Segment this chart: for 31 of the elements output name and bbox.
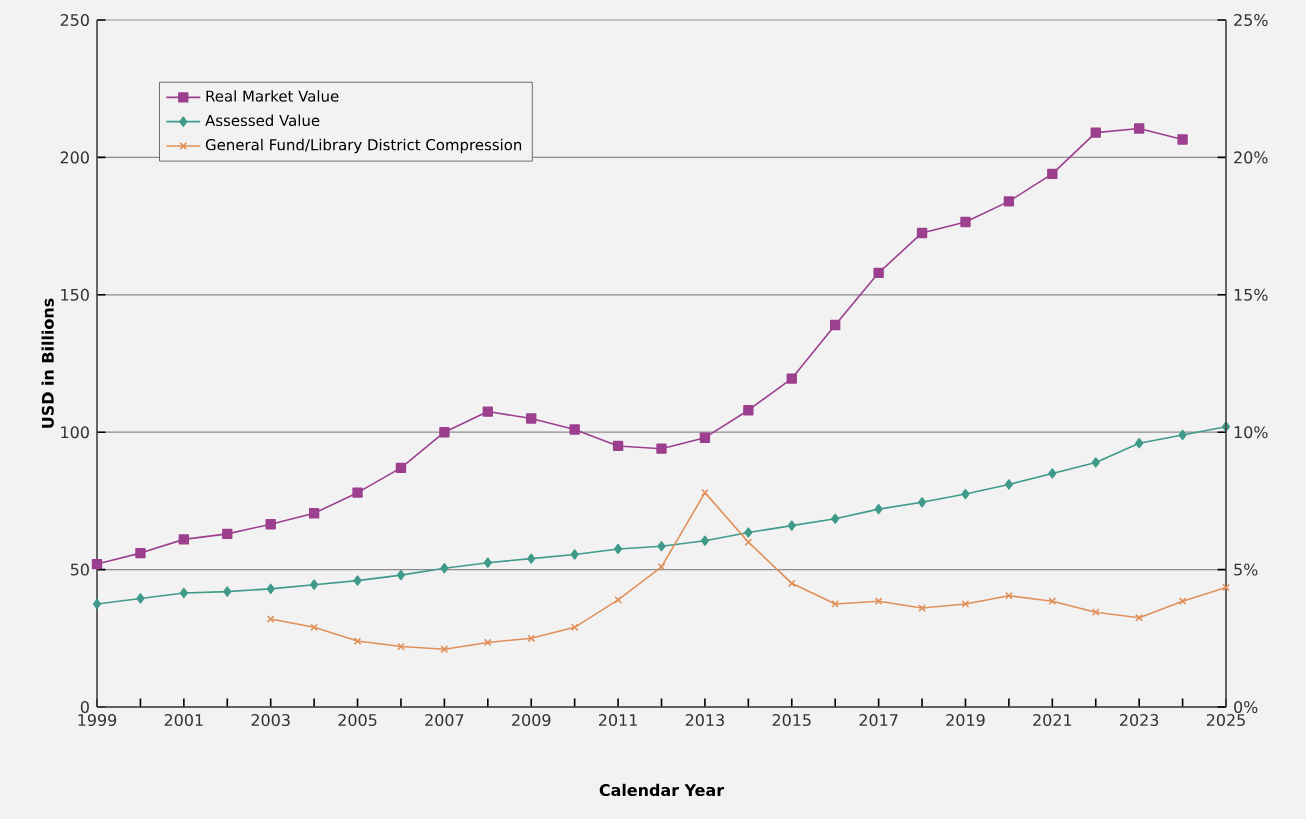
x-tick-label: 2001 [164,714,203,727]
x-tick-label: 2021 [1033,714,1072,727]
y2-tick-label: 5% [1234,563,1258,576]
x-tick-label: 2025 [1206,714,1245,727]
x-tick-label: 2023 [1120,714,1159,727]
y2-tick-label: 25% [1234,13,1268,27]
x-tick-label: 2009 [512,714,551,727]
y-tick-label: 100 [61,426,89,439]
x-tick-label: 2017 [859,714,898,727]
x-tick-label: 2011 [598,714,637,727]
y-tick-label: 0 [80,700,89,714]
y-tick-label: 50 [70,563,89,576]
x-tick-label: 2019 [946,714,985,727]
legend-label: General Fund/Library District Compression [205,138,522,154]
y-tick-label: 250 [60,13,89,27]
x-tick-label: 2007 [425,714,464,727]
x-tick-label: 1999 [78,714,117,727]
y2-tick-label: 20% [1234,151,1268,164]
x-tick-label: 2013 [685,714,724,727]
x-tick-label: 2003 [251,714,290,727]
x-axis-title: Calendar Year [599,783,725,797]
x-tick-label: 2015 [772,714,811,727]
x-tick-label: 2005 [338,714,377,727]
legend-label: Assessed Value [205,114,320,127]
y2-tick-label: 15% [1234,288,1268,301]
y-axis-title: USD in Billions [41,298,54,428]
y-tick-label: 150 [61,288,89,301]
y2-tick-label: 0% [1234,700,1258,714]
y-tick-label: 200 [60,151,89,164]
y2-tick-label: 10% [1234,426,1268,439]
legend-label: Real Market Value [206,90,339,102]
